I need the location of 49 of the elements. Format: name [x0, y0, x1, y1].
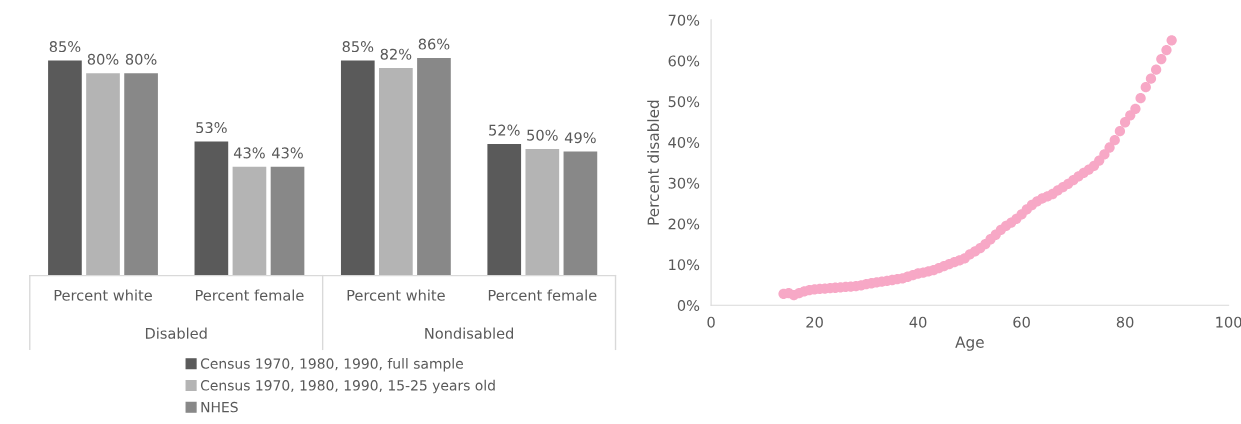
bar	[124, 73, 158, 276]
x-tick-label: 20	[806, 316, 823, 328]
x-tick-label: 100	[1216, 316, 1241, 328]
data-label: 82%	[380, 48, 412, 60]
y-tick-label: 30%	[668, 177, 700, 189]
bar	[232, 166, 267, 276]
bar	[340, 60, 375, 276]
x-tick-label: Percent white	[54, 289, 152, 301]
y-tick-label: 50%	[668, 96, 700, 108]
x-tick-label: 60	[1013, 316, 1030, 328]
x-tick-label: 40	[909, 316, 927, 328]
bar	[379, 68, 413, 276]
data-label: 43%	[272, 147, 303, 159]
y-tick-label: 20%	[668, 218, 700, 230]
legend-label: Census 1970, 1980, 1990, 15-25 years old	[200, 379, 495, 394]
y-tick-label: 60%	[668, 55, 700, 67]
x-tick-label: 80	[1116, 316, 1134, 328]
data-label: 50%	[527, 129, 558, 141]
data-label: 43%	[233, 147, 265, 159]
legend-label: Census 1970, 1980, 1990, full sample	[200, 358, 463, 372]
data-label: 86%	[418, 38, 450, 50]
data-label: 80%	[87, 53, 119, 65]
data-label: 85%	[49, 41, 81, 53]
y-axis-title: Percent disabled	[647, 100, 660, 225]
data-label: 53%	[196, 122, 227, 134]
bar	[563, 151, 598, 276]
y-tick-label: 0%	[677, 300, 700, 312]
data-label: 85%	[342, 41, 374, 53]
bar	[86, 73, 120, 276]
text: Nondisabled	[425, 327, 513, 339]
x-tick-label: Percent white	[347, 289, 445, 301]
bar	[525, 149, 560, 276]
data-label: 49%	[564, 132, 596, 144]
data-label: 52%	[489, 124, 520, 136]
data-label: 80%	[125, 53, 157, 65]
bar	[194, 141, 229, 276]
y-tick-label: 40%	[668, 136, 700, 148]
bar	[417, 57, 451, 276]
x-tick-label: Percent female	[488, 289, 597, 301]
bar	[270, 166, 305, 276]
text: Disabled	[145, 327, 207, 339]
bar	[487, 144, 522, 276]
y-tick-label: 10%	[669, 259, 700, 271]
bar	[48, 60, 82, 276]
y-tick-label: 70%	[668, 14, 700, 26]
x-tick-label: 0	[707, 316, 715, 328]
x-tick-label: Percent female	[195, 289, 304, 301]
legend-label: NHES	[201, 401, 238, 413]
x-axis-title: Age	[955, 336, 984, 351]
